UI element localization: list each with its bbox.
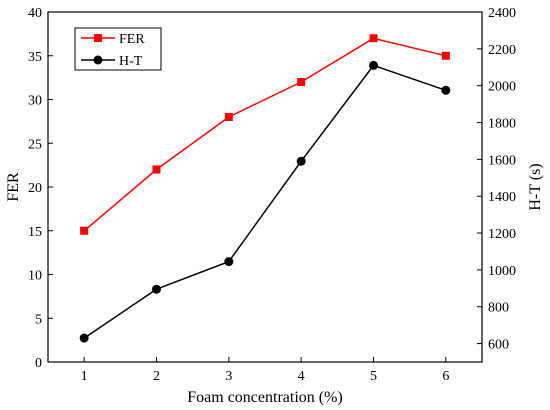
y-right-tick-label: 600 xyxy=(488,338,509,353)
y-right-tick-label: 2000 xyxy=(488,80,516,95)
data-point-fer xyxy=(441,51,450,60)
y-right-tick-label: 1000 xyxy=(488,264,516,279)
y-right-tick-label: 2400 xyxy=(488,6,516,21)
data-point-fer xyxy=(152,165,161,174)
data-point-h-t xyxy=(152,284,161,294)
y-right-tick-label: 800 xyxy=(488,301,509,316)
y-right-tick-label: 2200 xyxy=(488,43,516,58)
y-right-tick-label: 1800 xyxy=(488,117,516,132)
ticks-layer: 1 2 3 4 5 6 0 5 10 15 20 25 30 35 40 600 800 1000 1200 1400… xyxy=(28,6,516,384)
legend-box xyxy=(74,27,162,71)
data-point-fer xyxy=(80,226,89,235)
plot-frame xyxy=(47,11,483,363)
x-tick-label: 5 xyxy=(370,369,377,384)
y-left-tick-label: 35 xyxy=(28,50,42,65)
y-right-tick-label: 1200 xyxy=(488,227,516,242)
x-tick-label: 3 xyxy=(225,369,232,384)
y-left-tick-label: 40 xyxy=(28,6,42,21)
data-point-h-t xyxy=(224,257,234,267)
data-point-h-t xyxy=(441,85,451,95)
y-right-axis-title: H-T (s) xyxy=(527,163,544,210)
y-left-tick-label: 15 xyxy=(28,225,42,240)
y-left-tick-label: 20 xyxy=(28,181,42,196)
y-right-tick-label: 1600 xyxy=(488,153,516,168)
data-point-h-t xyxy=(79,333,89,343)
x-tick-label: 1 xyxy=(81,369,88,384)
legend: FER H-T xyxy=(74,27,162,71)
y-left-tick-label: 0 xyxy=(35,356,42,371)
y-left-tick-label: 10 xyxy=(28,269,42,284)
legend-fer-label: FER xyxy=(119,32,145,47)
series-line-fer xyxy=(83,37,446,232)
data-point-fer xyxy=(224,113,233,121)
y-left-tick-label: 30 xyxy=(28,94,42,109)
y-left-tick-label: 25 xyxy=(28,137,42,152)
y-left-axis-title: FER xyxy=(5,172,22,202)
data-point-h-t xyxy=(369,60,378,70)
series-layer xyxy=(79,34,451,343)
x-tick-label: 2 xyxy=(153,369,160,384)
data-point-fer xyxy=(369,34,378,43)
x-tick-label: 4 xyxy=(298,369,305,384)
legend-ht-label: H-T xyxy=(119,54,143,69)
series-line-h-t xyxy=(83,64,447,339)
y-right-tick-label: 1400 xyxy=(488,190,516,205)
legend-ht-marker xyxy=(93,55,103,65)
data-point-h-t xyxy=(296,156,306,166)
legend-fer-marker xyxy=(94,34,102,42)
y-left-tick-label: 5 xyxy=(35,312,42,327)
x-axis-title: Foam concentration (%) xyxy=(187,389,343,406)
x-tick-label: 6 xyxy=(442,369,449,384)
data-point-fer xyxy=(297,78,306,86)
